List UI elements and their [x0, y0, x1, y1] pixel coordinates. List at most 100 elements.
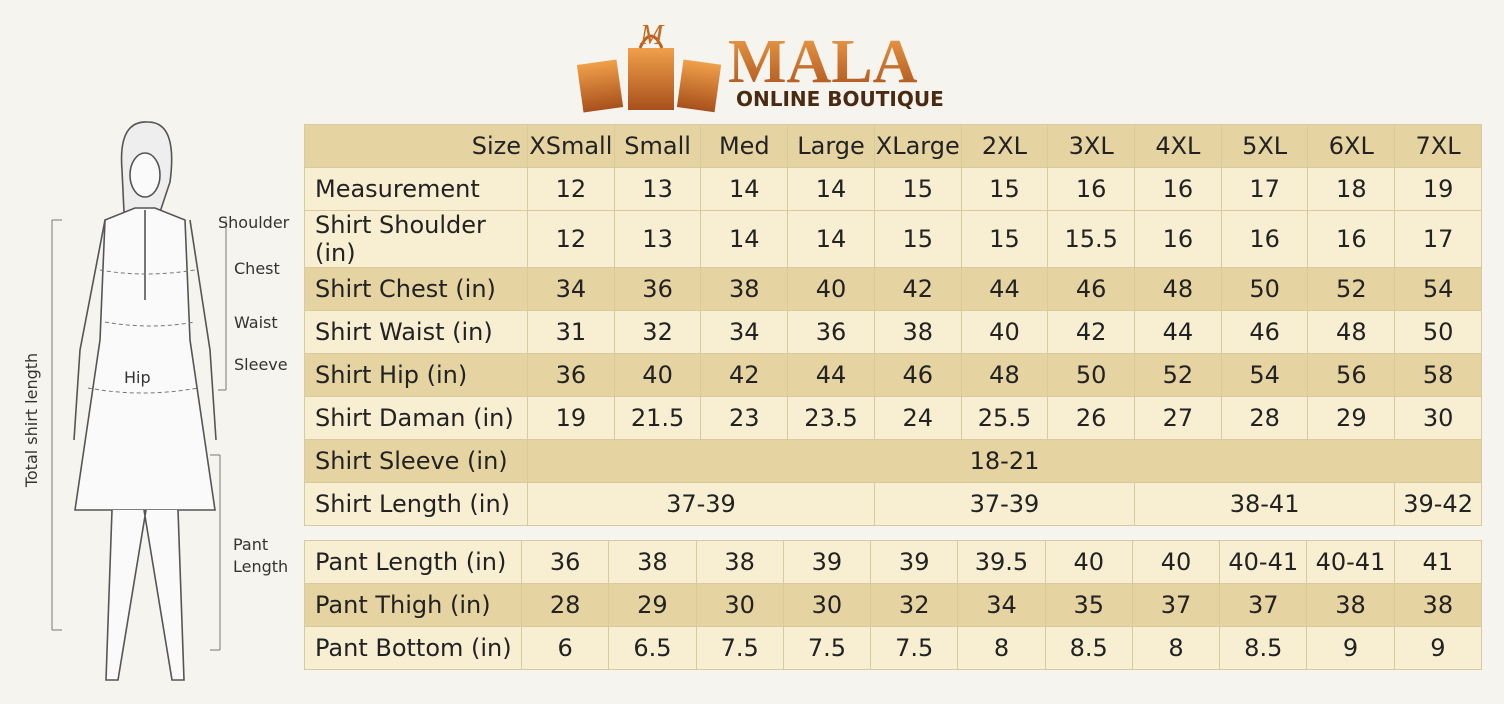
cell: 6XL — [1307, 124, 1396, 168]
cell: 14 — [787, 167, 875, 211]
cell: 7.5 — [870, 626, 959, 670]
cell: 38-41 — [1134, 482, 1396, 526]
cell: 58 — [1394, 353, 1482, 397]
figure — [73, 121, 217, 681]
cell: XLarge — [873, 124, 962, 168]
cell: 30 — [782, 583, 872, 627]
cell: 13 — [613, 210, 702, 268]
cell: 30 — [695, 583, 784, 627]
row: Pant Thigh (in) 28 29 30 30 32 34 35 37 37 38 38 — [304, 583, 1483, 627]
cell: 17 — [1394, 210, 1482, 268]
row-label: Shirt Shoulder (in) — [304, 210, 528, 268]
cell: 40 — [960, 310, 1049, 354]
cell: 21.5 — [613, 396, 702, 440]
cell: 32 — [613, 310, 702, 354]
label-chest: Chest — [234, 259, 280, 278]
row-label: Pant Bottom (in) — [304, 626, 522, 670]
label-pant-length: Pant — [233, 535, 268, 554]
cell: 44 — [1134, 310, 1222, 354]
cell: 15 — [873, 210, 962, 268]
logo-bags: M — [576, 20, 722, 113]
cell: 39 — [782, 540, 872, 584]
cell: 15 — [960, 167, 1049, 211]
row: Shirt Hip (in) 36 40 42 44 46 48 50 52 54 56 58 — [304, 353, 1482, 397]
cell: 38 — [1393, 583, 1483, 627]
logo-monogram: M — [639, 20, 665, 51]
cell: 26 — [1047, 396, 1136, 440]
cell: 42 — [1047, 310, 1136, 354]
cell: 7.5 — [695, 626, 784, 670]
cell: 29 — [1307, 396, 1396, 440]
cell: 16 — [1047, 167, 1136, 211]
cell: 5XL — [1220, 124, 1309, 168]
cell: 42 — [873, 267, 962, 311]
cell: 39.5 — [957, 540, 1046, 584]
cell: 8 — [957, 626, 1046, 670]
cell: 4XL — [1134, 124, 1222, 168]
cell: 44 — [787, 353, 875, 397]
cell: 28 — [520, 583, 610, 627]
cell: 54 — [1394, 267, 1482, 311]
cell: 27 — [1134, 396, 1222, 440]
cell: 52 — [1134, 353, 1222, 397]
cell: 13 — [613, 167, 702, 211]
cell: 38 — [700, 267, 789, 311]
cell: 3XL — [1047, 124, 1136, 168]
row-label: Shirt Length (in) — [304, 482, 528, 526]
cell: 46 — [873, 353, 962, 397]
cell: 40 — [1044, 540, 1133, 584]
cell: Med — [700, 124, 789, 168]
cell: 46 — [1220, 310, 1309, 354]
cell: 8.5 — [1219, 626, 1308, 670]
row: Shirt Sleeve (in) 18-21 — [304, 439, 1482, 483]
cell: Small — [613, 124, 702, 168]
cell: 15 — [873, 167, 962, 211]
cell: 38 — [873, 310, 962, 354]
cell: 17 — [1220, 167, 1309, 211]
cell: 18 — [1307, 167, 1396, 211]
cell: 48 — [1307, 310, 1396, 354]
row-label: Shirt Hip (in) — [304, 353, 528, 397]
cell: 38 — [695, 540, 784, 584]
cell: 9 — [1393, 626, 1483, 670]
label-pant-length: Length — [233, 557, 288, 576]
cell: 8 — [1131, 626, 1221, 670]
header-row: Size XSmall Small Med Large XLarge 2XL 3XL 4XL 5X… — [304, 124, 1482, 168]
cell: 23.5 — [787, 396, 875, 440]
row: Shirt Chest (in) 34 36 38 40 42 44 46 48 50 52 54 — [304, 267, 1482, 311]
cell: 18-21 — [527, 439, 1482, 483]
cell: 19 — [527, 396, 615, 440]
cell: 34 — [527, 267, 615, 311]
row-label: Shirt Sleeve (in) — [304, 439, 528, 483]
cell: Large — [787, 124, 875, 168]
cell: 40 — [1131, 540, 1221, 584]
cell: 12 — [527, 167, 615, 211]
cell: 36 — [787, 310, 875, 354]
row-label: Pant Thigh (in) — [304, 583, 522, 627]
label-total-length: Total shirt length — [22, 353, 41, 488]
cell: 23 — [700, 396, 789, 440]
cell: 36 — [613, 267, 702, 311]
row: Measurement 12 13 14 14 15 15 16 16 17 18 19 — [304, 167, 1482, 211]
row-label: Measurement — [304, 167, 528, 211]
cell: 34 — [700, 310, 789, 354]
row: Pant Length (in) 36 38 38 39 39 39.5 40 40 40-41 4… — [304, 540, 1483, 584]
cell: 25.5 — [960, 396, 1049, 440]
cell: 50 — [1047, 353, 1136, 397]
cell: 28 — [1220, 396, 1309, 440]
brand-tagline: ONLINE BOUTIQUE — [736, 87, 944, 111]
cell: XSmall — [527, 124, 615, 168]
cell: 44 — [960, 267, 1049, 311]
label-hip: Hip — [124, 368, 151, 387]
cell: 48 — [960, 353, 1049, 397]
cell: 38 — [608, 540, 697, 584]
row-label: Shirt Daman (in) — [304, 396, 528, 440]
cell: 16 — [1134, 167, 1222, 211]
cell: 36 — [527, 353, 615, 397]
cell: 7.5 — [782, 626, 872, 670]
cell: 40-41 — [1219, 540, 1308, 584]
cell: 32 — [870, 583, 959, 627]
cell: 40 — [613, 353, 702, 397]
